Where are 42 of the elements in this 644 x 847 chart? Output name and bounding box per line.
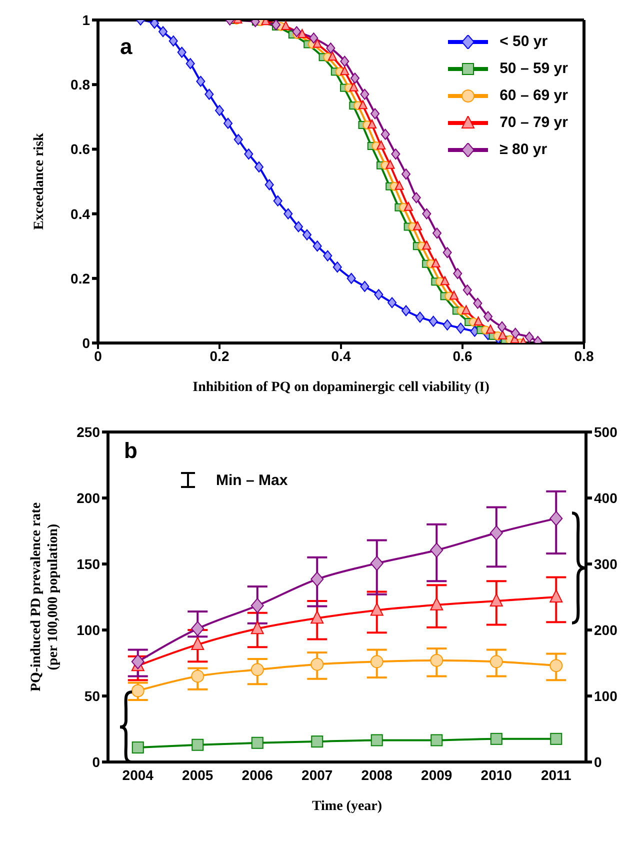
y2-tick-label: 300 <box>594 556 618 572</box>
y-tick-label: 150 <box>76 556 100 572</box>
x-tick-label: 2011 <box>540 766 572 783</box>
y-tick-label: 0.6 <box>70 141 90 158</box>
text: a <box>120 34 132 60</box>
x-tick-label: 2007 <box>302 766 333 783</box>
y2-tick-label: 100 <box>594 688 618 704</box>
y-tick-label: 100 <box>76 622 100 638</box>
y-axis-title: PQ-induced PD prevalence rate (per 100,000 population) <box>29 502 61 692</box>
legend-label: ≥ 80 yr <box>500 141 548 158</box>
x-tick-label: 0.4 <box>331 348 351 364</box>
y2-tick-label: 200 <box>594 622 618 638</box>
y2-tick-label: 0 <box>594 754 602 770</box>
legend-label: 50 – 59 yr <box>500 60 568 77</box>
y2-tick-label: 400 <box>594 490 618 506</box>
x-tick-label: 2009 <box>421 766 452 783</box>
y-tick-label: 250 <box>76 424 100 440</box>
chart-title: b <box>124 438 138 464</box>
x-tick-label: 2010 <box>480 766 512 783</box>
x-axis-title: Inhibition of PQ on dopaminergic cell viability (I) <box>192 380 490 395</box>
y-tick-label: 0.8 <box>70 76 90 93</box>
legend-label: 70 – 79 yr <box>500 114 568 131</box>
x-tick-label: 2004 <box>122 766 154 783</box>
x-tick-label: 2006 <box>242 766 274 783</box>
x-tick-label: 2008 <box>361 766 393 783</box>
x-tick-label: 2005 <box>182 766 214 783</box>
legend-label: < 50 yr <box>500 33 548 50</box>
x-tick-label: 0.6 <box>452 348 472 364</box>
y-tick-label: 50 <box>84 688 100 704</box>
y2-tick-label: 500 <box>594 424 618 440</box>
y-tick-label: 0 <box>92 754 100 770</box>
annotation: Min – Max <box>216 472 288 488</box>
y-tick-label: 0 <box>82 334 90 351</box>
y-axis-title: Exceedance risk <box>32 132 47 230</box>
x-tick-label: 0.8 <box>574 348 594 364</box>
x-tick-label: 0.2 <box>210 348 230 364</box>
legend-label: 60 – 69 yr <box>500 87 568 104</box>
y-tick-label: 1 <box>82 12 90 28</box>
y-tick-label: 0.4 <box>70 206 90 222</box>
y-tick-label: 0.2 <box>70 270 90 286</box>
y-tick-label: 200 <box>76 490 100 506</box>
x-axis-title: Time (year) <box>312 799 382 814</box>
